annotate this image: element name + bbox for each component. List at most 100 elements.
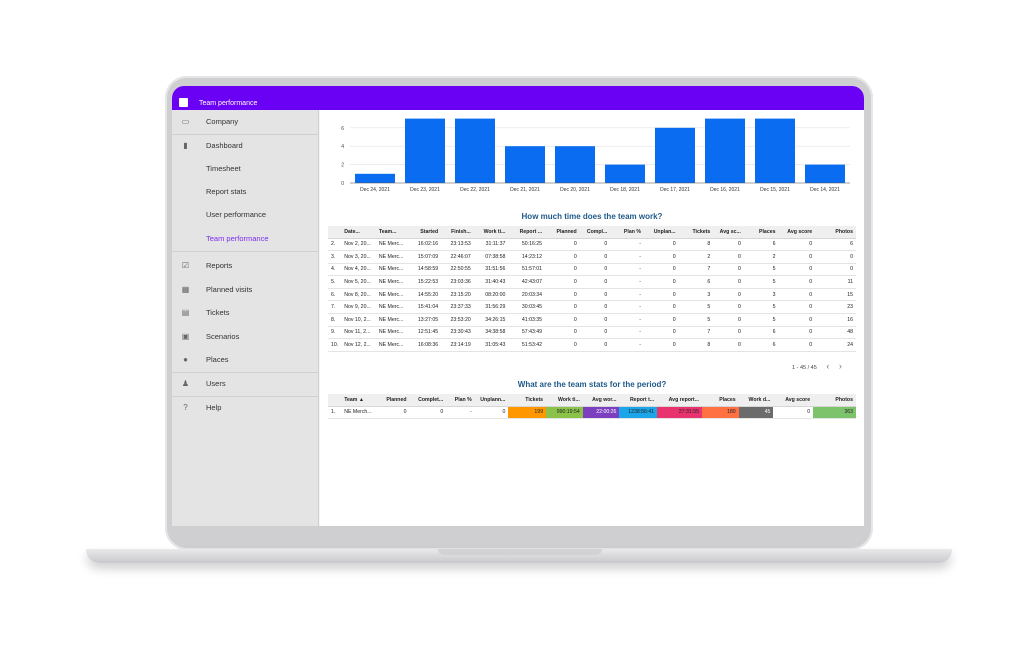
bar[interactable]: [355, 173, 395, 183]
column-header[interactable]: Places: [743, 226, 779, 239]
table-row[interactable]: 1. NE Merch... 0 0-0 199 990:19:54 22:00:26 123…: [328, 406, 856, 420]
table-cell: 0: [545, 250, 580, 264]
table-cell: 3.: [328, 250, 342, 264]
table-cell: 0: [713, 313, 744, 327]
table-cell: 14:58:59: [408, 263, 442, 277]
sidebar-item-label: Places: [206, 355, 229, 364]
bar[interactable]: [505, 146, 545, 183]
table-row[interactable]: 7. Nov 9, 20... NE Merc... 15:41:04 23:37:33…: [328, 300, 856, 315]
table-cell: 34:38:58: [473, 326, 509, 340]
table-row[interactable]: 9. Nov 11, 2... NE Merc... 12:51:45 23:30:43…: [328, 326, 856, 340]
column-header[interactable]: Work d...: [738, 394, 774, 407]
table-cell: 0: [579, 250, 611, 264]
table-cell: -: [610, 313, 644, 327]
sidebar-item-places[interactable]: ● Places: [172, 349, 319, 371]
laptop-base: [86, 549, 952, 563]
column-header[interactable]: Avg wor...: [582, 394, 620, 407]
sidebar-item-scenarios[interactable]: ▣ Scenarios: [172, 326, 319, 348]
column-header[interactable]: Plan %: [446, 394, 475, 407]
bar[interactable]: [655, 127, 695, 183]
column-header[interactable]: Unplann...: [474, 394, 509, 407]
menu-icon[interactable]: [179, 98, 188, 107]
table-row[interactable]: 6. Nov 8, 20... NE Merc... 14:55:20 23:15:20…: [328, 288, 856, 302]
chevron-left-icon[interactable]: ‹: [826, 361, 830, 371]
bar[interactable]: [555, 146, 595, 183]
column-header[interactable]: Work ti...: [546, 394, 583, 407]
table-cell: 6: [743, 326, 779, 340]
table-row[interactable]: 10. Nov 12, 2... NE Merc... 16:08:36 23:14:1…: [328, 338, 856, 352]
column-header[interactable]: Avg score: [773, 394, 814, 407]
bar[interactable]: [805, 164, 845, 183]
x-tick-label: Dec 16, 2021: [710, 187, 740, 193]
sidebar-item-company[interactable]: ▭ Company: [172, 111, 319, 133]
sidebar-item-dashboard[interactable]: ▮ Dashboard: [172, 135, 319, 157]
time-table: Date... Team... Started Finish... Work ti...…: [328, 226, 856, 352]
table-cell: 0: [713, 275, 744, 289]
table-cell: 0: [713, 238, 744, 252]
column-header[interactable]: Avg sc...: [713, 226, 744, 239]
column-header[interactable]: Compl...: [579, 226, 611, 239]
table-cell: 2.: [328, 238, 342, 252]
column-header[interactable]: Unplan...: [643, 226, 679, 239]
sidebar-item-users[interactable]: ♟ Users: [172, 373, 319, 395]
column-header[interactable]: Tickets: [508, 394, 547, 407]
bar[interactable]: [405, 118, 445, 183]
column-header[interactable]: Photos: [813, 394, 856, 407]
sidebar-item-team-performance[interactable]: Team performance: [172, 228, 319, 250]
table-cell: 15:07:09: [408, 250, 442, 264]
table-cell: 0: [778, 300, 816, 315]
table-cell: 0: [409, 406, 447, 420]
sidebar-item-user-performance[interactable]: User performance: [172, 204, 319, 226]
table-row[interactable]: 4. Nov 4, 20... NE Merc... 14:58:59 22:50:55…: [328, 263, 856, 277]
table-cell: 0: [545, 275, 580, 289]
table-row[interactable]: 3. Nov 3, 20... NE Merc... 15:07:09 22:46:07…: [328, 250, 856, 264]
column-header[interactable]: Avg score: [778, 226, 816, 239]
table-cell: 23:14:19: [441, 338, 474, 352]
column-header[interactable]: Report t...: [619, 394, 658, 407]
x-tick-label: Dec 18, 2021: [610, 187, 640, 193]
column-header[interactable]: Date...: [341, 226, 376, 239]
x-tick-label: Dec 17, 2021: [660, 187, 690, 193]
column-header[interactable]: Finish...: [441, 226, 474, 239]
sidebar-item-reports[interactable]: ☑ Reports: [172, 255, 319, 277]
table-row[interactable]: 5. Nov 5, 20... NE Merc... 15:22:53 23:03:36…: [328, 275, 856, 289]
bar[interactable]: [605, 164, 645, 183]
table-cell: 57:43:49: [508, 326, 546, 340]
column-header[interactable]: Started: [408, 226, 442, 239]
table-cell: 8: [678, 338, 714, 352]
app-screen: Team performance ▭ Company ▮ Dashboard T…: [172, 86, 864, 538]
x-tick-label: Dec 22, 2021: [460, 187, 490, 193]
sidebar-item-help[interactable]: ? Help: [172, 397, 319, 419]
sidebar-item-report-stats[interactable]: Report stats: [172, 181, 319, 203]
chevron-right-icon[interactable]: ›: [838, 361, 842, 371]
sidebar-item-tickets[interactable]: ▤ Tickets: [172, 302, 319, 324]
sidebar-item-timesheet[interactable]: Timesheet: [172, 158, 319, 180]
bar-chart: 0 2 4 6 Dec 24, 2021 Dec 23, 2021 Dec 22, 2021…: [341, 118, 850, 193]
column-header[interactable]: Team ▲: [341, 394, 377, 407]
bar[interactable]: [455, 118, 495, 183]
table-row[interactable]: 8. Nov 10, 2... NE Merc... 13:27:05 23:53:20…: [328, 313, 856, 327]
table-cell: 0: [579, 238, 611, 252]
column-header[interactable]: Tickets: [678, 226, 714, 239]
table-row[interactable]: 2. Nov 2, 20... NE Merc... 16:02:16 23:13:53…: [328, 238, 856, 252]
column-header[interactable]: Planned: [545, 226, 580, 239]
column-header[interactable]: Planned: [376, 394, 410, 407]
column-header[interactable]: Work ti...: [473, 226, 509, 239]
column-header[interactable]: Report ...: [508, 226, 546, 239]
bar[interactable]: [705, 118, 745, 183]
table-cell: 31:05:43: [473, 338, 509, 352]
sidebar-item-planned-visits[interactable]: ▦ Planned visits: [172, 279, 319, 301]
column-header[interactable]: Plan %: [610, 226, 644, 239]
table-cell: 0: [778, 250, 816, 264]
table-cell: 31:11:37: [473, 238, 509, 252]
section-title-time: How much time does the team work?: [521, 212, 663, 221]
column-header[interactable]: Complet...: [409, 394, 447, 407]
help-icon: ?: [183, 403, 188, 412]
column-header[interactable]: Photos: [815, 226, 856, 239]
column-header[interactable]: Places: [702, 394, 739, 407]
column-header[interactable]: Team...: [375, 226, 409, 239]
table-cell: 42:43:07: [508, 275, 546, 289]
bar[interactable]: [755, 118, 795, 183]
column-header[interactable]: Avg report...: [657, 394, 702, 407]
table-cell: 0: [545, 338, 580, 352]
